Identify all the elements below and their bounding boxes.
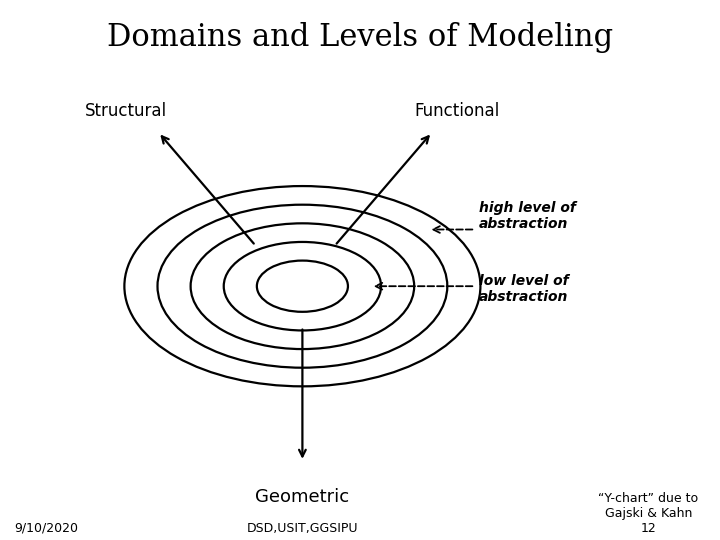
Text: Functional: Functional — [415, 102, 500, 120]
Text: Domains and Levels of Modeling: Domains and Levels of Modeling — [107, 22, 613, 52]
Text: Structural: Structural — [85, 102, 167, 120]
Text: high level of
abstraction: high level of abstraction — [479, 201, 576, 231]
Text: low level of
abstraction: low level of abstraction — [479, 274, 568, 304]
Text: DSD,USIT,GGSIPU: DSD,USIT,GGSIPU — [247, 522, 358, 535]
Text: 9/10/2020: 9/10/2020 — [14, 522, 78, 535]
Text: “Y-chart” due to
Gajski & Kahn
12: “Y-chart” due to Gajski & Kahn 12 — [598, 491, 698, 535]
Text: Geometric: Geometric — [256, 488, 349, 506]
